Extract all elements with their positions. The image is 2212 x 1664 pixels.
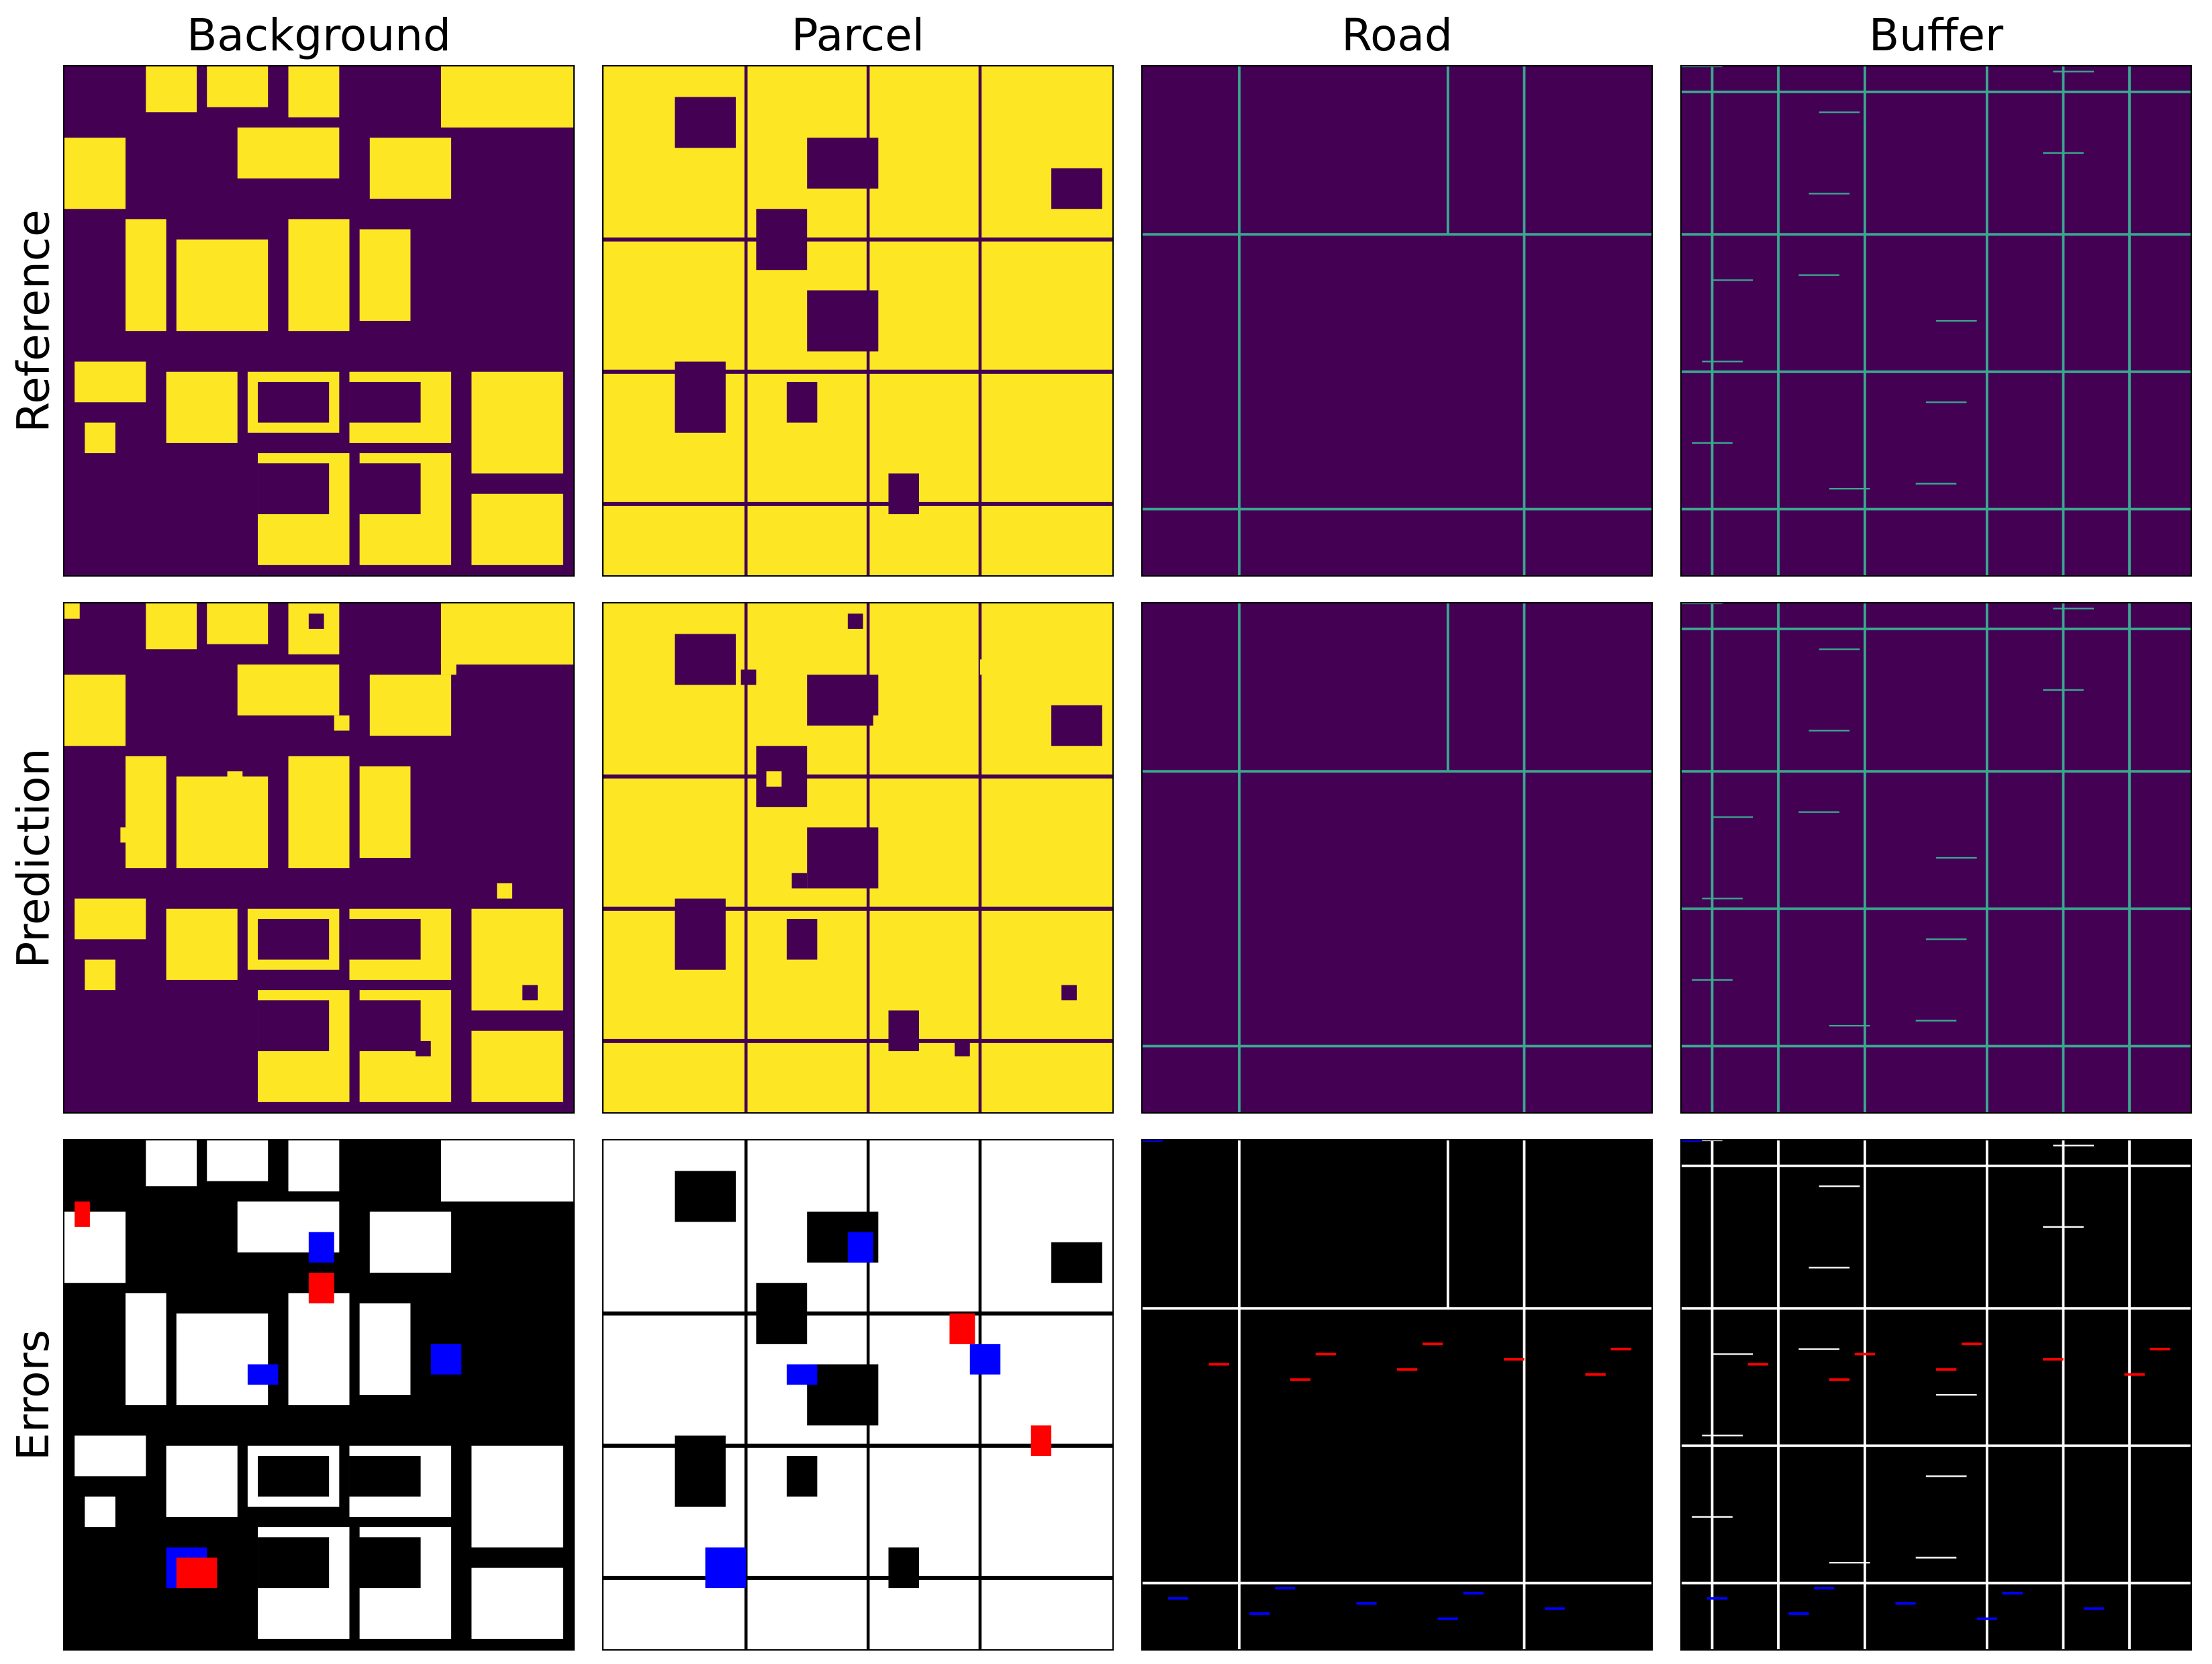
panel-road-errors xyxy=(1141,1139,1653,1651)
panel-background-reference xyxy=(63,65,575,577)
panel-parcel-prediction xyxy=(602,602,1114,1114)
panel-road-prediction xyxy=(1141,602,1653,1114)
column-title-road: Road xyxy=(1341,9,1453,61)
column-title-buffer: Buffer xyxy=(1868,9,2004,61)
column-title-parcel: Parcel xyxy=(791,9,925,61)
panel-buffer-prediction xyxy=(1680,602,2192,1114)
panel-background-errors xyxy=(63,1139,575,1651)
panel-parcel-reference xyxy=(602,65,1114,577)
column-title-background: Background xyxy=(187,9,451,61)
panel-background-prediction xyxy=(63,602,575,1114)
panel-road-reference xyxy=(1141,65,1653,577)
panel-buffer-errors xyxy=(1680,1139,2192,1651)
panel-buffer-reference xyxy=(1680,65,2192,577)
panel-parcel-errors xyxy=(602,1139,1114,1651)
